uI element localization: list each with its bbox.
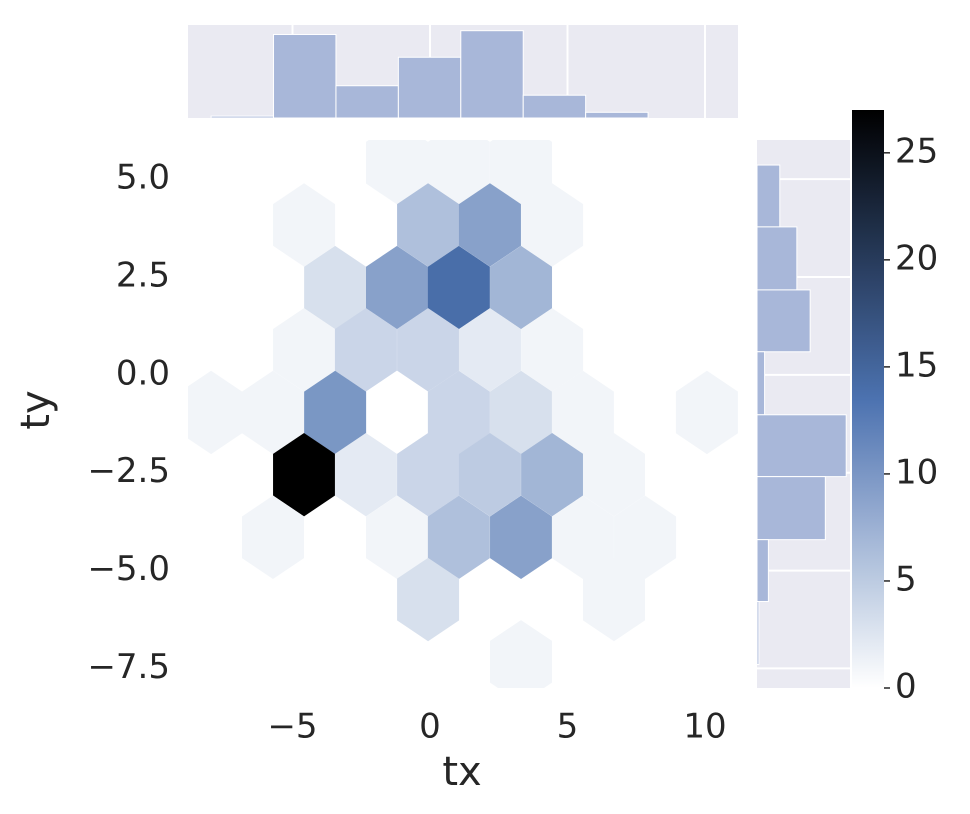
hexagon [490,620,553,688]
hexagon [273,183,336,267]
colorbar-tick-label: 0 [895,667,917,707]
hexagon [675,370,738,455]
hexagon [366,245,428,330]
colorbar [852,110,884,688]
right-histogram-bar [756,226,798,291]
hexagon [427,370,490,455]
hexagon [304,370,367,455]
right-histogram-bar [756,289,811,353]
hexagon [458,432,521,517]
right-histogram-bar [756,476,826,541]
hexagon [397,432,460,517]
hexagon [551,495,614,579]
top-histogram-bar [210,115,275,119]
right-histogram-bar [756,164,781,228]
colorbar-tick-label: 20 [895,238,938,278]
hexagon [427,140,490,205]
top-histogram-bar [522,94,587,119]
hexbin-area [188,140,738,688]
hexagon [551,370,614,455]
right-histogram-bar [756,351,766,416]
hexagon [273,432,336,517]
top-histogram-bar [397,56,462,119]
hexagon [397,183,460,267]
x-tick-label: 10 [683,707,726,747]
y-tick-label: −5.0 [87,549,170,589]
x-tick-label: −5 [267,707,317,747]
hexagon [521,183,584,267]
y-tick-label: 2.5 [116,256,170,296]
hexagon [458,183,521,267]
hexagon [582,557,645,642]
y-tick-label: 5.0 [116,158,170,198]
x-tick-label: 0 [419,707,441,747]
hexagon [614,495,677,579]
hexagon [490,245,553,330]
y-tick-label: −7.5 [87,647,170,687]
hexagon [366,495,428,579]
x-tick-label: 5 [557,707,579,747]
hexagon [490,495,553,579]
y-tick-label: 0.0 [116,353,170,393]
hexagon [334,432,397,517]
hexagon [427,245,490,330]
right-histogram-bar [756,414,847,478]
y-axis-label: ty [13,390,59,429]
hexagon [521,308,584,392]
colorbar-tick-label: 15 [895,345,938,385]
x-axis-label: tx [442,749,481,795]
hexagon [490,370,553,455]
hexagon [521,432,584,517]
hexagon [490,140,553,205]
hexagon [397,557,460,642]
y-tick-label: −2.5 [87,451,170,491]
colorbar-tick-label: 25 [895,131,938,171]
top-histogram-bar [460,30,524,119]
hexagon [304,245,367,330]
hexagon [241,370,304,455]
hexagon [397,308,460,392]
hexagon [241,495,304,579]
colorbar-tick-label: 10 [895,452,938,492]
hexagon [334,308,397,392]
top-histogram-bar [585,111,649,119]
hexagon [427,495,490,579]
colorbar-tick-label: 5 [895,559,917,599]
top-histogram-bar [273,33,337,119]
right-histogram-bar [756,600,760,666]
hexagon [458,308,521,392]
hexagon [273,308,336,392]
hexagon [582,432,645,517]
right-histogram-bar [756,539,769,602]
hexagon [188,370,243,455]
hexagon [366,140,428,205]
top-histogram-bar [335,85,399,119]
